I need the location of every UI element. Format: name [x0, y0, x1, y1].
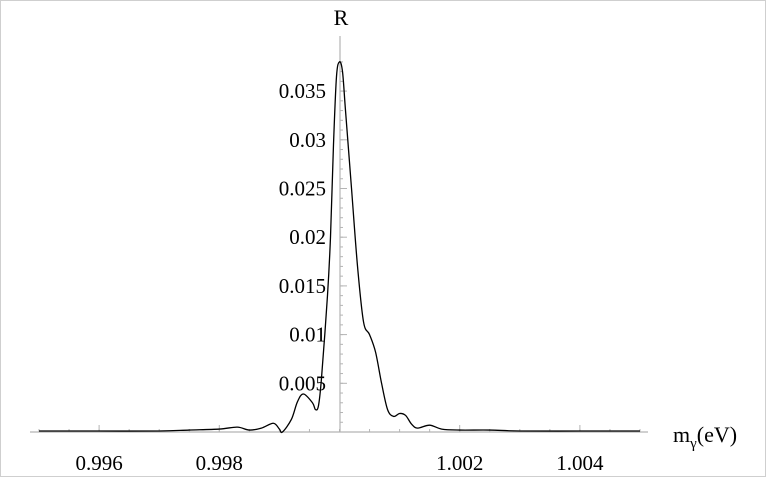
axes: [30, 36, 648, 433]
y-tick-label: 0.015: [279, 274, 326, 298]
x-axis-title-unit: (eV): [697, 422, 737, 447]
x-tick-label: 0.998: [196, 451, 243, 475]
x-tick-label: 0.996: [75, 451, 122, 475]
y-tick-label: 0.025: [279, 176, 326, 200]
tick-labels: 0.996 0.998 1.002 1.004 0.005 0.01 0.015 0.02 0.…: [75, 79, 604, 475]
y-tick-label: 0.005: [279, 371, 326, 395]
y-tick-label: 0.03: [289, 128, 326, 152]
x-axis-title: mγ(eV): [673, 422, 737, 452]
y-tick-label: 0.02: [289, 225, 326, 249]
x-tick-label: 1.002: [436, 451, 483, 475]
y-tick-label: 0.035: [279, 79, 326, 103]
series-line: [38, 61, 640, 434]
x-axis-title-main: m: [673, 422, 690, 447]
y-axis-title: R: [334, 5, 349, 30]
x-axis-title-subscript: γ: [689, 436, 697, 452]
y-tick-label: 0.01: [289, 323, 326, 347]
x-tick-label: 1.004: [556, 451, 604, 475]
